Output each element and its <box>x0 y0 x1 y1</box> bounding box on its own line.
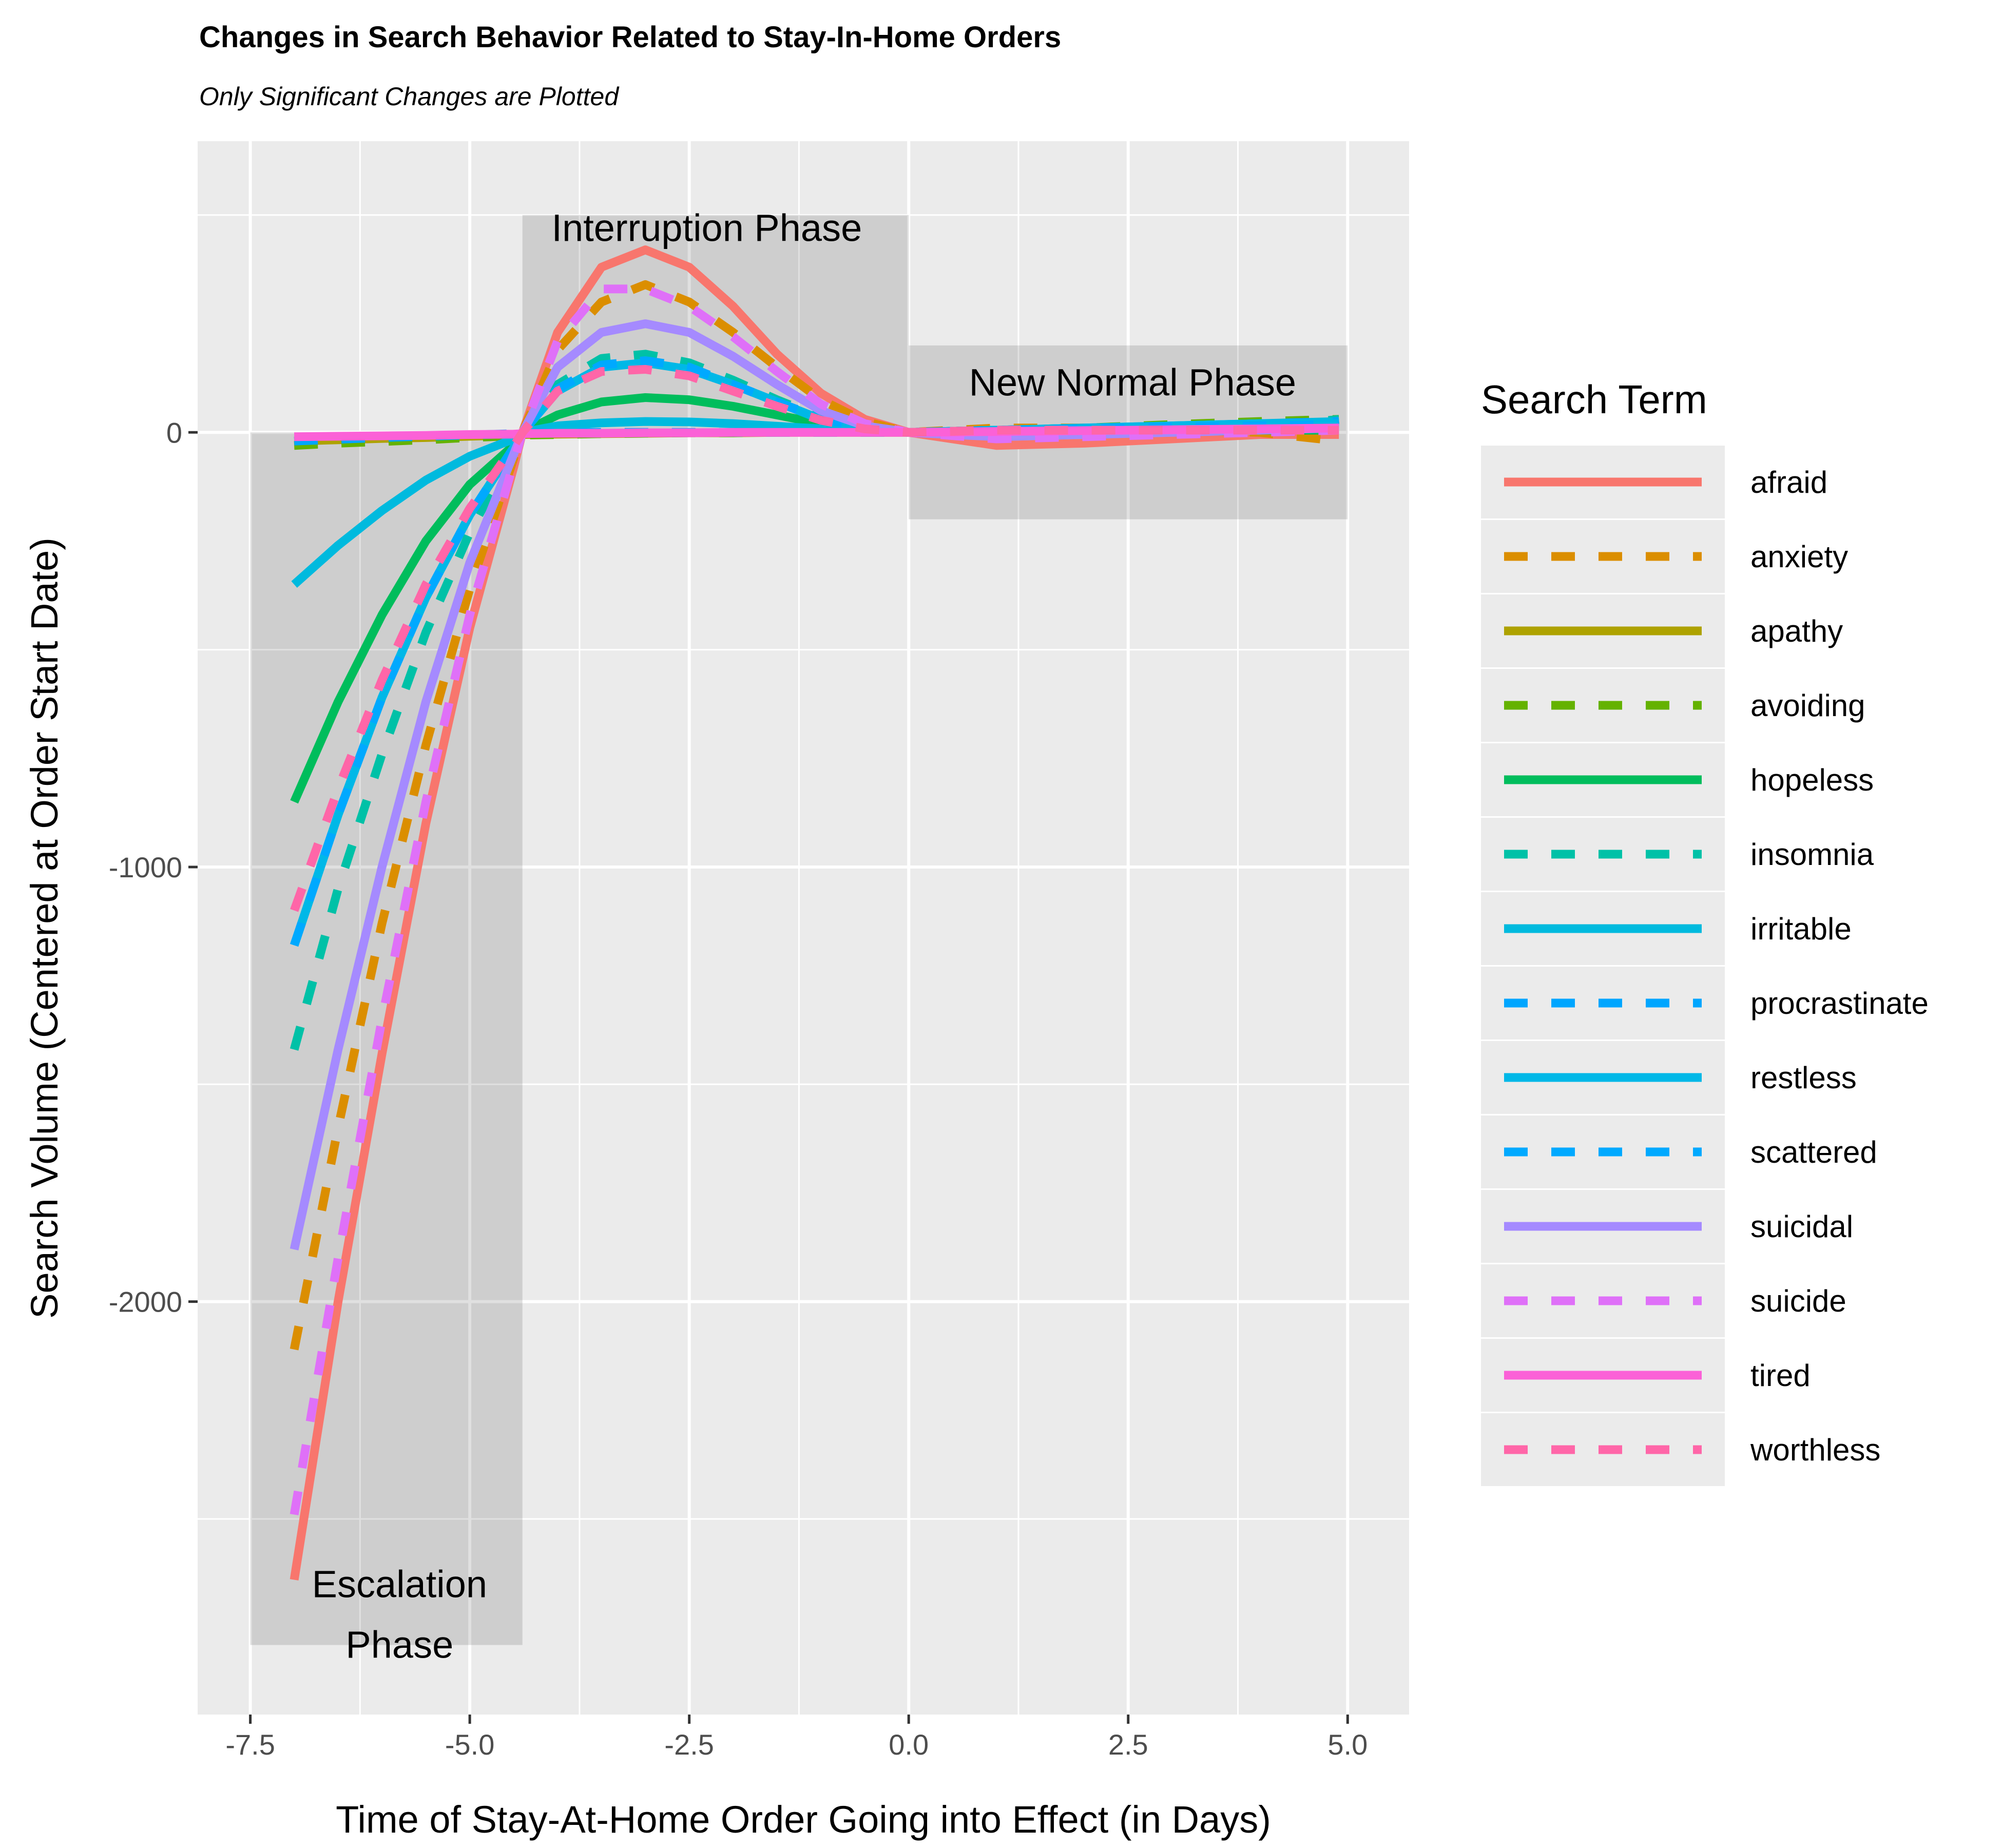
x-tick-label: 2.5 <box>1108 1728 1148 1761</box>
legend-label: worthless <box>1750 1433 1880 1467</box>
x-axis: -7.5 -5.0 -2.5 0.0 2.5 5.0 <box>225 1715 1368 1761</box>
series-lines <box>290 245 1340 1581</box>
phase-label: New Normal Phase <box>969 361 1296 403</box>
legend-label: anxiety <box>1750 540 1848 574</box>
legend-label: tired <box>1750 1358 1811 1393</box>
x-axis-label: Time of Stay-At-Home Order Going into Ef… <box>336 1798 1271 1841</box>
y-tick-label: 0 <box>166 416 182 449</box>
chart-subtitle: Only Significant Changes are Plotted <box>199 82 620 111</box>
legend-label: irritable <box>1750 912 1852 946</box>
y-tick-label: -2000 <box>109 1286 182 1318</box>
y-axis: -2000 -1000 0 <box>109 416 198 1318</box>
legend-label: insomnia <box>1750 837 1874 872</box>
legend-items: afraid anxiety apathy avoiding hopeless insom… <box>1481 446 1929 1486</box>
x-tick-label: -2.5 <box>664 1728 714 1761</box>
legend-label: apathy <box>1750 614 1843 648</box>
legend-label: restless <box>1750 1061 1857 1095</box>
phase-label: Escalation <box>312 1563 487 1605</box>
grid-minor <box>198 141 1409 1715</box>
series-line-suicide <box>290 284 1339 1515</box>
y-axis-label: Search Volume (Centered at Order Start D… <box>23 537 66 1319</box>
legend-label: suicide <box>1750 1284 1846 1318</box>
y-tick-label: -1000 <box>109 851 182 883</box>
legend-label: hopeless <box>1750 763 1874 797</box>
phase-label: Phase <box>345 1623 453 1666</box>
legend-label: scattered <box>1750 1135 1877 1169</box>
x-tick-label: 0.0 <box>889 1728 929 1761</box>
legend-label: suicidal <box>1750 1209 1853 1244</box>
series-line-anxiety <box>290 280 1340 1351</box>
legend-label: procrastinate <box>1750 986 1929 1021</box>
legend-label: avoiding <box>1750 688 1865 723</box>
phase-labels: Escalation Phase Interruption Phase New Nor… <box>312 207 1296 1666</box>
x-tick-label: 5.0 <box>1327 1728 1368 1761</box>
legend-title: Search Term <box>1481 377 1707 422</box>
legend-label: afraid <box>1750 465 1827 499</box>
legend: Search Term afraid anxiety apathy avoiding h… <box>1481 377 1929 1486</box>
x-tick-label: -5.0 <box>445 1728 495 1761</box>
phase-label: Interruption Phase <box>552 207 862 249</box>
x-tick-label: -7.5 <box>225 1728 275 1761</box>
series-line-worthless <box>290 365 1339 912</box>
chart-title: Changes in Search Behavior Related to St… <box>199 21 1061 54</box>
